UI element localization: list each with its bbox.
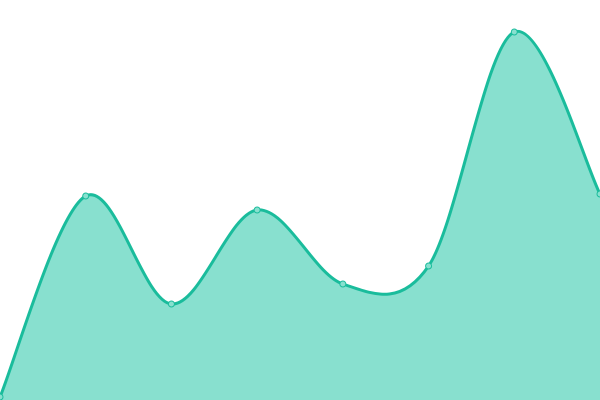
area-fill	[0, 31, 600, 400]
data-point-1	[82, 192, 90, 200]
data-point-5	[425, 262, 433, 270]
data-point-7	[596, 190, 600, 198]
data-point-4	[339, 280, 347, 288]
data-point-6	[510, 28, 518, 36]
data-points	[0, 28, 600, 400]
data-point-2	[167, 300, 175, 308]
data-point-0	[0, 393, 4, 400]
data-point-3	[253, 206, 261, 214]
